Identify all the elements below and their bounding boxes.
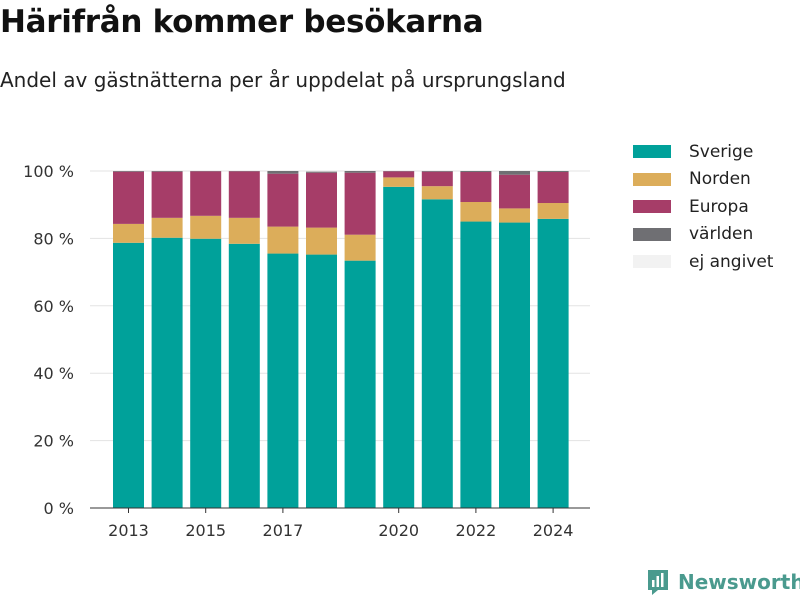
- bar-segment: [228, 243, 260, 509]
- bar-segment: [113, 171, 144, 172]
- bar-segment: [306, 172, 337, 228]
- y-tick-label: 20 %: [33, 432, 74, 451]
- legend-swatch: [633, 200, 671, 214]
- bar-segment: [151, 217, 183, 238]
- bar-segment: [499, 171, 530, 175]
- bar-segment: [421, 171, 453, 187]
- bar-segment: [267, 173, 299, 227]
- y-tick-label: 60 %: [33, 297, 74, 316]
- legend-item: Sverige: [633, 138, 773, 166]
- bar-segment: [113, 223, 144, 243]
- x-tick-label: 2013: [108, 521, 149, 540]
- legend: Sverige Norden Europa världen ej angivet: [633, 138, 773, 276]
- bar-segment: [306, 171, 337, 173]
- x-tick-label: 2024: [533, 521, 574, 540]
- bar-segment: [499, 208, 530, 223]
- legend-label: ej angivet: [689, 251, 774, 272]
- bar-segment: [306, 227, 337, 255]
- bar-segment: [383, 171, 415, 178]
- bar-segment: [344, 172, 376, 235]
- bar-segment: [460, 172, 492, 203]
- legend-swatch: [633, 145, 671, 159]
- bar-segment: [344, 171, 376, 173]
- bar-segment: [190, 238, 222, 508]
- newsworthy-chart-logo-icon: [648, 570, 668, 595]
- bar-segment: [151, 237, 183, 508]
- bar-segment: [460, 202, 492, 222]
- bar-segment: [267, 171, 299, 174]
- x-tick-label: 2020: [378, 521, 419, 540]
- x-tick-label: 2022: [456, 521, 497, 540]
- y-tick-label: 0 %: [44, 499, 74, 518]
- bar-segment: [537, 172, 569, 204]
- bar-segment: [228, 217, 260, 244]
- bar-segment: [113, 242, 144, 508]
- legend-label: Europa: [689, 196, 749, 217]
- bar-segment: [537, 203, 569, 219]
- x-tick-label: 2015: [185, 521, 226, 540]
- bar-segment: [113, 171, 144, 224]
- bar-segment: [421, 186, 453, 200]
- x-tick-label: 2017: [263, 521, 304, 540]
- bar-segment: [383, 177, 415, 187]
- bar-segment: [151, 171, 183, 172]
- bar-segment: [460, 171, 492, 173]
- bar-segment: [383, 186, 415, 509]
- brand-name: Newsworthy: [678, 570, 800, 594]
- legend-item: Norden: [633, 166, 773, 194]
- legend-swatch: [633, 227, 671, 241]
- bar-segment: [499, 174, 530, 209]
- y-tick-label: 80 %: [33, 229, 74, 248]
- y-tick-label: 100 %: [23, 162, 74, 181]
- bar-segment: [499, 222, 530, 508]
- bar-segment: [267, 226, 299, 254]
- bar-segment: [537, 218, 569, 508]
- bar-segment: [228, 171, 260, 218]
- legend-swatch: [633, 172, 671, 186]
- bar-segment: [344, 234, 376, 261]
- chart-subtitle: Andel av gästnätterna per år uppdelat på…: [0, 68, 566, 92]
- bar-segment: [267, 253, 299, 508]
- legend-label: världen: [689, 224, 754, 245]
- bar-segment: [151, 171, 183, 218]
- legend-item: Europa: [633, 193, 773, 221]
- bar-segment: [344, 260, 376, 508]
- bar-segment: [190, 215, 222, 239]
- chart-title: Härifrån kommer besökarna: [0, 4, 484, 40]
- brand-logo: Newsworthy: [646, 568, 800, 596]
- legend-label: Norden: [689, 169, 751, 190]
- legend-item: världen: [633, 221, 773, 249]
- y-tick-label: 40 %: [33, 364, 74, 383]
- bar-segment: [537, 171, 569, 173]
- bar-segment: [421, 199, 453, 509]
- bar-segment: [421, 171, 453, 172]
- legend-item: ej angivet: [633, 248, 773, 276]
- legend-swatch: [633, 255, 671, 269]
- bar-segment: [190, 171, 222, 216]
- bar-segment: [306, 254, 337, 508]
- bar-segment: [460, 221, 492, 509]
- legend-label: Sverige: [689, 141, 754, 162]
